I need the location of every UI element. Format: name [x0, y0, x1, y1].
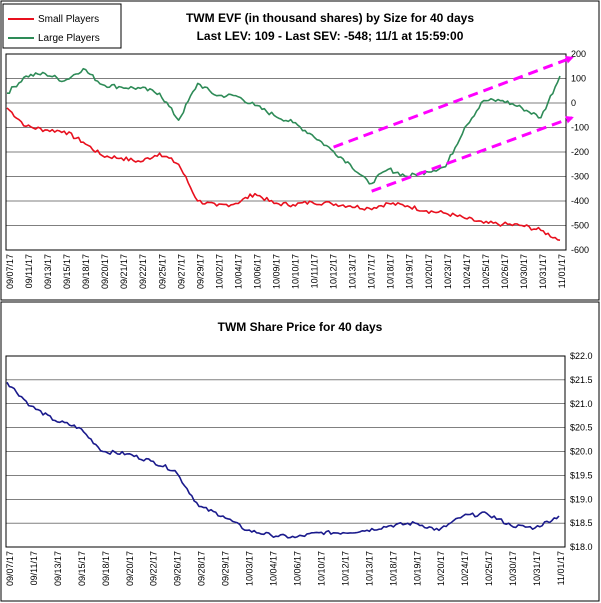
x-tick-label: 09/29/17: [221, 551, 231, 586]
x-tick-label: 10/09/17: [272, 254, 282, 289]
price-gridlines: [6, 355, 565, 548]
price-chart-title: TWM Share Price for 40 days: [218, 320, 383, 334]
evf-y-axis: 200 100 0 -100 -200 -300 -400 -500 -600: [571, 49, 589, 255]
legend-label-large-players: Large Players: [38, 33, 100, 44]
x-tick-label: 09/07/17: [5, 254, 15, 289]
series-line-small-players: [6, 107, 561, 241]
price-y-axis: $22.0 $21.5 $21.0 $20.5 $20.0 $19.5 $19.0 $18.5…: [570, 351, 593, 552]
x-tick-label: 09/18/17: [101, 551, 111, 586]
x-tick-label: 10/03/17: [245, 551, 255, 586]
x-tick-label: 10/20/17: [424, 254, 434, 289]
x-tick-label: 10/23/17: [443, 254, 453, 289]
y-tick-label: 100: [571, 74, 586, 84]
trend-arrow: [333, 56, 574, 149]
x-tick-label: 11/01/17: [556, 551, 566, 585]
x-tick-label: 10/25/17: [481, 254, 491, 289]
x-tick-label: 10/11/17: [310, 254, 320, 288]
x-tick-label: 10/24/17: [462, 254, 472, 289]
evf-chart-title: TWM EVF (in thousand shares) by Size for…: [186, 11, 474, 25]
x-tick-label: 10/10/17: [316, 551, 326, 586]
x-tick-label: 10/30/17: [508, 551, 518, 586]
x-tick-label: 10/20/17: [436, 551, 446, 586]
x-tick-label: 09/15/17: [62, 254, 72, 289]
x-tick-label: 10/24/17: [460, 551, 470, 586]
evf-chart-panel: TWM EVF (in thousand shares) by Size for…: [0, 0, 600, 301]
x-tick-label: 10/06/17: [293, 551, 303, 586]
y-tick-label: $19.0: [570, 494, 593, 504]
x-tick-label: 09/25/17: [157, 254, 167, 289]
x-tick-label: 10/04/17: [269, 551, 279, 586]
trend-arrow: [371, 116, 574, 193]
y-tick-label: -100: [571, 123, 589, 133]
y-tick-label: $21.5: [570, 375, 593, 385]
y-tick-label: -200: [571, 147, 589, 157]
x-tick-label: 09/26/17: [173, 551, 183, 586]
y-tick-label: -400: [571, 196, 589, 206]
x-tick-label: 10/13/17: [348, 254, 358, 289]
x-tick-label: 10/12/17: [340, 551, 350, 586]
evf-chart-subtitle: Last LEV: 109 - Last SEV: -548; 11/1 at …: [197, 29, 464, 43]
x-tick-label: 09/22/17: [149, 551, 159, 586]
x-tick-label: 09/20/17: [125, 551, 135, 586]
legend-label-small-players: Small Players: [38, 14, 99, 25]
y-tick-label: -600: [571, 245, 589, 255]
price-chart-panel: TWM Share Price for 40 days $22.0$21.5$2…: [0, 301, 600, 602]
y-tick-label: $21.0: [570, 399, 593, 409]
x-tick-label: 09/27/17: [176, 254, 186, 289]
x-tick-label: 09/21/17: [119, 254, 129, 289]
x-tick-label: 09/20/17: [100, 254, 110, 289]
x-tick-label: 10/06/17: [252, 254, 262, 289]
evf-x-axis: 09/07/17 09/11/17 09/13/17 09/15/17 09/18/17…: [5, 254, 567, 289]
y-tick-label: $19.5: [570, 470, 593, 480]
x-tick-label: 10/30/17: [519, 254, 529, 289]
x-tick-label: 09/13/17: [43, 254, 53, 289]
x-tick-label: 09/11/17: [24, 254, 34, 288]
y-tick-label: $22.0: [570, 351, 593, 361]
evf-series-group: [6, 67, 561, 241]
y-tick-label: -500: [571, 221, 589, 231]
x-tick-label: 10/26/17: [500, 254, 510, 289]
x-tick-label: 10/18/17: [388, 551, 398, 586]
x-tick-label: 09/29/17: [195, 254, 205, 289]
evf-legend: Small Players Large Players: [2, 3, 122, 49]
x-tick-label: 10/02/17: [214, 254, 224, 289]
x-tick-label: 09/07/17: [5, 551, 15, 586]
x-tick-label: 10/17/17: [367, 254, 377, 289]
y-tick-label: $18.5: [570, 518, 593, 528]
y-tick-label: -300: [571, 172, 589, 182]
x-tick-label: 09/15/17: [77, 551, 87, 586]
evf-trend-arrows: [333, 56, 574, 193]
price-x-axis: 09/07/17 09/11/17 09/13/17 09/15/17 09/18/17…: [5, 551, 566, 586]
y-tick-label: $20.0: [570, 447, 593, 457]
x-tick-label: 10/12/17: [329, 254, 339, 289]
x-tick-label: 09/28/17: [197, 551, 207, 586]
x-tick-label: 09/13/17: [53, 551, 63, 586]
x-tick-label: 10/04/17: [233, 254, 243, 289]
price-series-group: [6, 381, 560, 539]
x-tick-label: 09/22/17: [138, 254, 148, 289]
x-tick-label: 10/19/17: [405, 254, 415, 289]
x-tick-label: 10/13/17: [364, 551, 374, 586]
x-tick-label: 10/25/17: [484, 551, 494, 586]
x-tick-label: 10/18/17: [386, 254, 396, 289]
x-tick-label: 10/19/17: [412, 551, 422, 586]
x-tick-label: 09/11/17: [29, 551, 39, 585]
x-tick-label: 10/31/17: [532, 551, 542, 586]
y-tick-label: 200: [571, 49, 586, 59]
x-tick-label: 10/10/17: [291, 254, 301, 289]
y-tick-label: $18.0: [570, 542, 593, 552]
x-tick-label: 11/01/17: [557, 254, 567, 288]
x-tick-label: 09/18/17: [81, 254, 91, 289]
y-tick-label: $20.5: [570, 423, 593, 433]
x-tick-label: 10/31/17: [538, 254, 548, 289]
series-line-price: [6, 381, 560, 539]
series-line-large-players: [7, 67, 561, 185]
y-tick-label: 0: [571, 98, 576, 108]
